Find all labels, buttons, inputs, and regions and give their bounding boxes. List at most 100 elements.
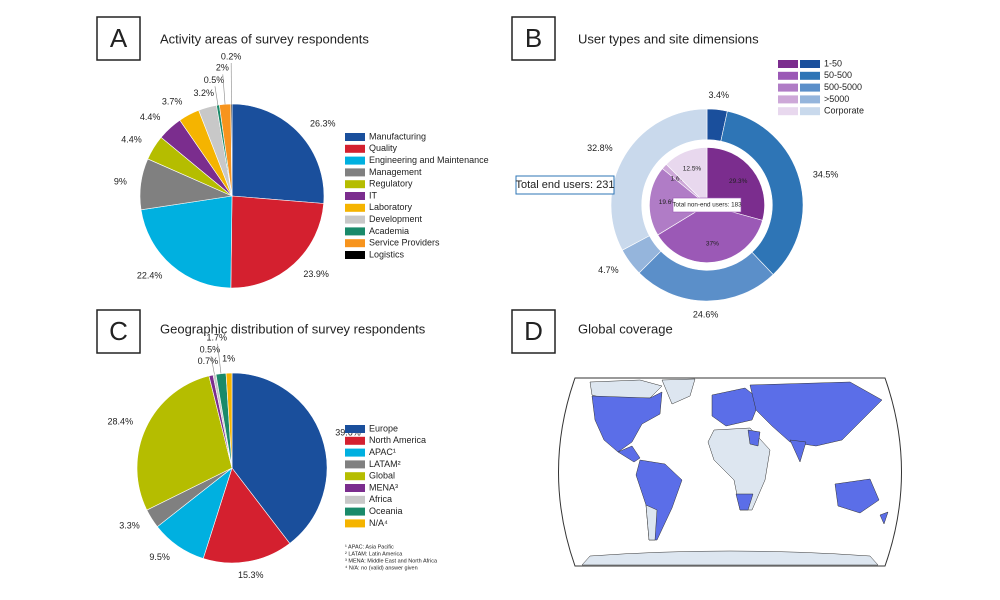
value-label: 1%	[222, 353, 235, 363]
panel-box	[96, 16, 141, 61]
legend-swatch	[800, 60, 820, 68]
legend-label: Development	[369, 214, 423, 224]
legend-label: Management	[369, 167, 422, 177]
leader-line	[214, 86, 219, 106]
legend-label: Africa	[369, 494, 392, 504]
value-label: 0.7%	[198, 356, 219, 366]
legend-label: Manufacturing	[369, 131, 426, 141]
value-label: 28.4%	[108, 417, 134, 427]
legend-label: IT	[369, 190, 378, 200]
value-label: 3.7%	[162, 97, 183, 107]
slice	[230, 195, 325, 289]
legend-swatch	[345, 484, 365, 492]
value-label: 4.4%	[121, 135, 142, 145]
slice	[231, 103, 325, 204]
legend-label: N/A⁴	[369, 518, 388, 528]
legend-swatch	[800, 95, 820, 104]
country	[617, 445, 641, 463]
value-label: 23.9%	[303, 269, 329, 279]
ring-label-box	[515, 175, 615, 195]
legend-swatch	[345, 436, 365, 445]
leader-line	[217, 343, 222, 374]
value-label: 4.7%	[598, 265, 619, 275]
legend-label: Logistics	[369, 249, 405, 259]
chart-title: Global coverage	[578, 321, 673, 336]
value-label: 9%	[114, 176, 127, 186]
legend-label: Regulatory	[369, 179, 413, 189]
value-label: 3.3%	[119, 520, 140, 530]
legend-swatch	[345, 156, 365, 165]
value-label: 34.5%	[813, 170, 839, 180]
legend-swatch	[800, 83, 820, 92]
chart-title: Geographic distribution of survey respon…	[160, 321, 426, 336]
leader-line	[222, 74, 226, 105]
footnote: ⁴ N/A: no (valid) answer given	[345, 565, 418, 572]
panel-box	[511, 16, 556, 61]
legend-label: LATAM²	[369, 459, 401, 469]
footnote: ² LATAM: Latin America	[345, 552, 403, 558]
country	[645, 504, 658, 541]
country	[749, 381, 883, 447]
legend-label: Oceania	[369, 506, 403, 516]
footnote: ³ MENA: Middle East and North Africa	[345, 559, 438, 565]
value-label: 2%	[216, 63, 229, 73]
country	[834, 478, 880, 514]
legend-label: Corporate	[824, 106, 864, 116]
legend-swatch	[778, 95, 798, 104]
legend-label: APAC¹	[369, 447, 396, 457]
legend-label: Service Providers	[369, 238, 440, 248]
legend-swatch	[345, 519, 365, 528]
legend-swatch	[345, 168, 365, 177]
panel-box	[96, 309, 141, 354]
slice	[202, 467, 291, 564]
value-label: 4.4%	[140, 112, 161, 122]
legend-swatch	[345, 495, 365, 504]
legend-swatch	[800, 107, 820, 116]
legend-swatch	[345, 472, 365, 481]
leader-line	[210, 355, 215, 375]
legend-swatch	[778, 71, 798, 80]
chart-title: Activity areas of survey respondents	[160, 31, 369, 46]
legend-label: Engineering and Maintenance	[369, 155, 489, 165]
slice	[140, 195, 233, 289]
legend-label: 1-50	[824, 58, 842, 68]
value-label: 29.3%	[729, 178, 748, 185]
value-label: 24.6%	[693, 309, 719, 319]
legend-label: MENA³	[369, 482, 398, 492]
value-label: 37%	[706, 241, 719, 248]
value-label: 0.2%	[221, 51, 242, 61]
value-label: 15.3%	[238, 570, 264, 580]
country	[661, 378, 696, 405]
legend-swatch	[345, 192, 365, 200]
legend-label: 50-500	[824, 70, 852, 80]
legend-swatch	[345, 227, 365, 236]
value-label: 12.5%	[683, 166, 702, 173]
legend-label: Academia	[369, 226, 409, 236]
world-map	[558, 377, 902, 567]
legend-label: North America	[369, 435, 426, 445]
legend-swatch	[345, 507, 365, 516]
ring-label: Total end users: 231	[515, 179, 614, 191]
country	[747, 429, 761, 447]
panel-letter: C	[109, 316, 128, 346]
legend-swatch	[800, 71, 820, 80]
legend-swatch	[778, 83, 798, 92]
value-label: 1.6%	[671, 175, 686, 182]
value-label: 1.7%	[207, 332, 228, 342]
value-label: 3.4%	[708, 90, 729, 100]
value-label: 0.5%	[204, 75, 225, 85]
country	[711, 387, 761, 427]
country	[581, 550, 879, 566]
value-label: 0.5%	[200, 344, 221, 354]
panel-letter: D	[524, 316, 543, 346]
legend-label: Global	[369, 471, 395, 481]
legend-swatch	[345, 215, 365, 224]
slice	[231, 372, 328, 544]
legend-label: Europe	[369, 423, 398, 433]
value-label: 19.6%	[659, 199, 678, 206]
legend-swatch	[345, 203, 365, 212]
legend-swatch	[345, 180, 365, 189]
value-label: 3.2%	[193, 88, 214, 98]
slice	[657, 204, 763, 263]
legend-label: Quality	[369, 143, 398, 153]
